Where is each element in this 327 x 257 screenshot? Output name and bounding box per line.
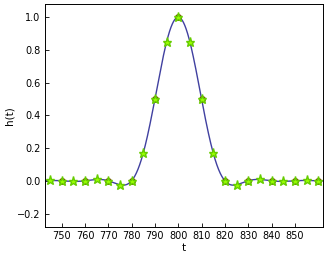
X-axis label: t: t: [182, 243, 186, 253]
Y-axis label: h(t): h(t): [4, 106, 14, 125]
